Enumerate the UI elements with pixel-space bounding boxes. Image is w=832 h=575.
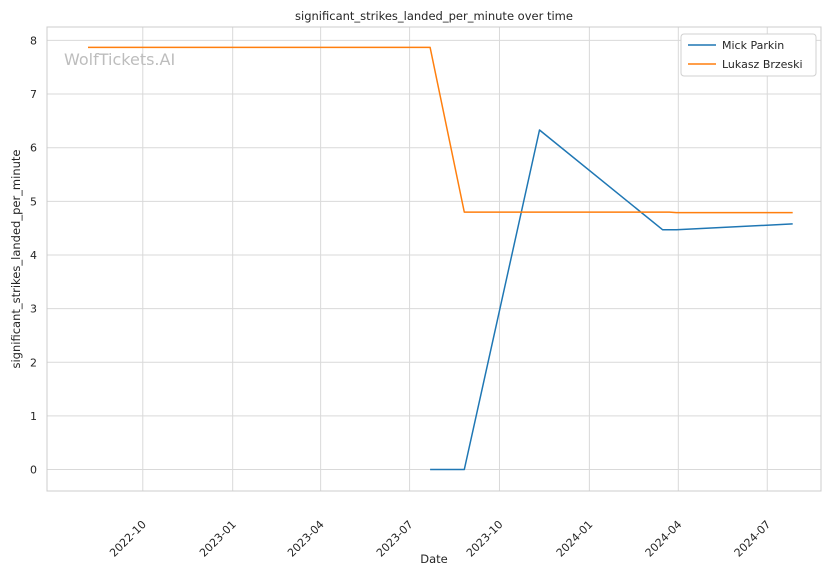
y-tick-label: 7 xyxy=(30,88,37,101)
x-tick-label: 2023-07 xyxy=(374,518,416,560)
x-tick-label: 2024-04 xyxy=(643,518,685,560)
y-tick-label: 3 xyxy=(30,303,37,316)
y-tick-label: 0 xyxy=(30,464,37,477)
x-tick-label: 2023-04 xyxy=(285,518,327,560)
y-tick-label: 4 xyxy=(30,249,37,262)
y-axis-title: significant_strikes_landed_per_minute xyxy=(9,150,23,369)
chart-title: significant_strikes_landed_per_minute ov… xyxy=(295,9,573,23)
y-tick-label: 1 xyxy=(30,410,37,423)
x-tick-label: 2023-10 xyxy=(464,518,506,560)
series-line-lukasz-brzeski xyxy=(88,46,793,214)
x-tick-label: 2023-01 xyxy=(197,518,239,560)
y-tick-label: 8 xyxy=(30,34,37,47)
x-tick-label: 2022-10 xyxy=(107,518,149,560)
y-tick-label: 5 xyxy=(30,195,37,208)
plot-frame xyxy=(46,26,822,492)
legend-label-lukasz-brzeski: Lukasz Brzeski xyxy=(722,58,803,71)
x-tick-label: 2024-07 xyxy=(732,518,774,560)
series-line-mick-parkin xyxy=(430,129,793,471)
x-tick-label: 2024-01 xyxy=(554,518,596,560)
y-tick-label: 6 xyxy=(30,142,37,155)
legend: Mick Parkin Lukasz Brzeski xyxy=(680,33,817,77)
series-lines xyxy=(88,46,793,471)
gridlines xyxy=(47,27,821,491)
legend-label-mick-parkin: Mick Parkin xyxy=(722,39,784,52)
x-axis-title: Date xyxy=(420,552,448,566)
y-tick-labels: 0 1 2 3 4 5 6 7 8 xyxy=(30,34,37,476)
y-tick-label: 2 xyxy=(30,356,37,369)
watermark: WolfTickets.AI xyxy=(64,50,175,69)
